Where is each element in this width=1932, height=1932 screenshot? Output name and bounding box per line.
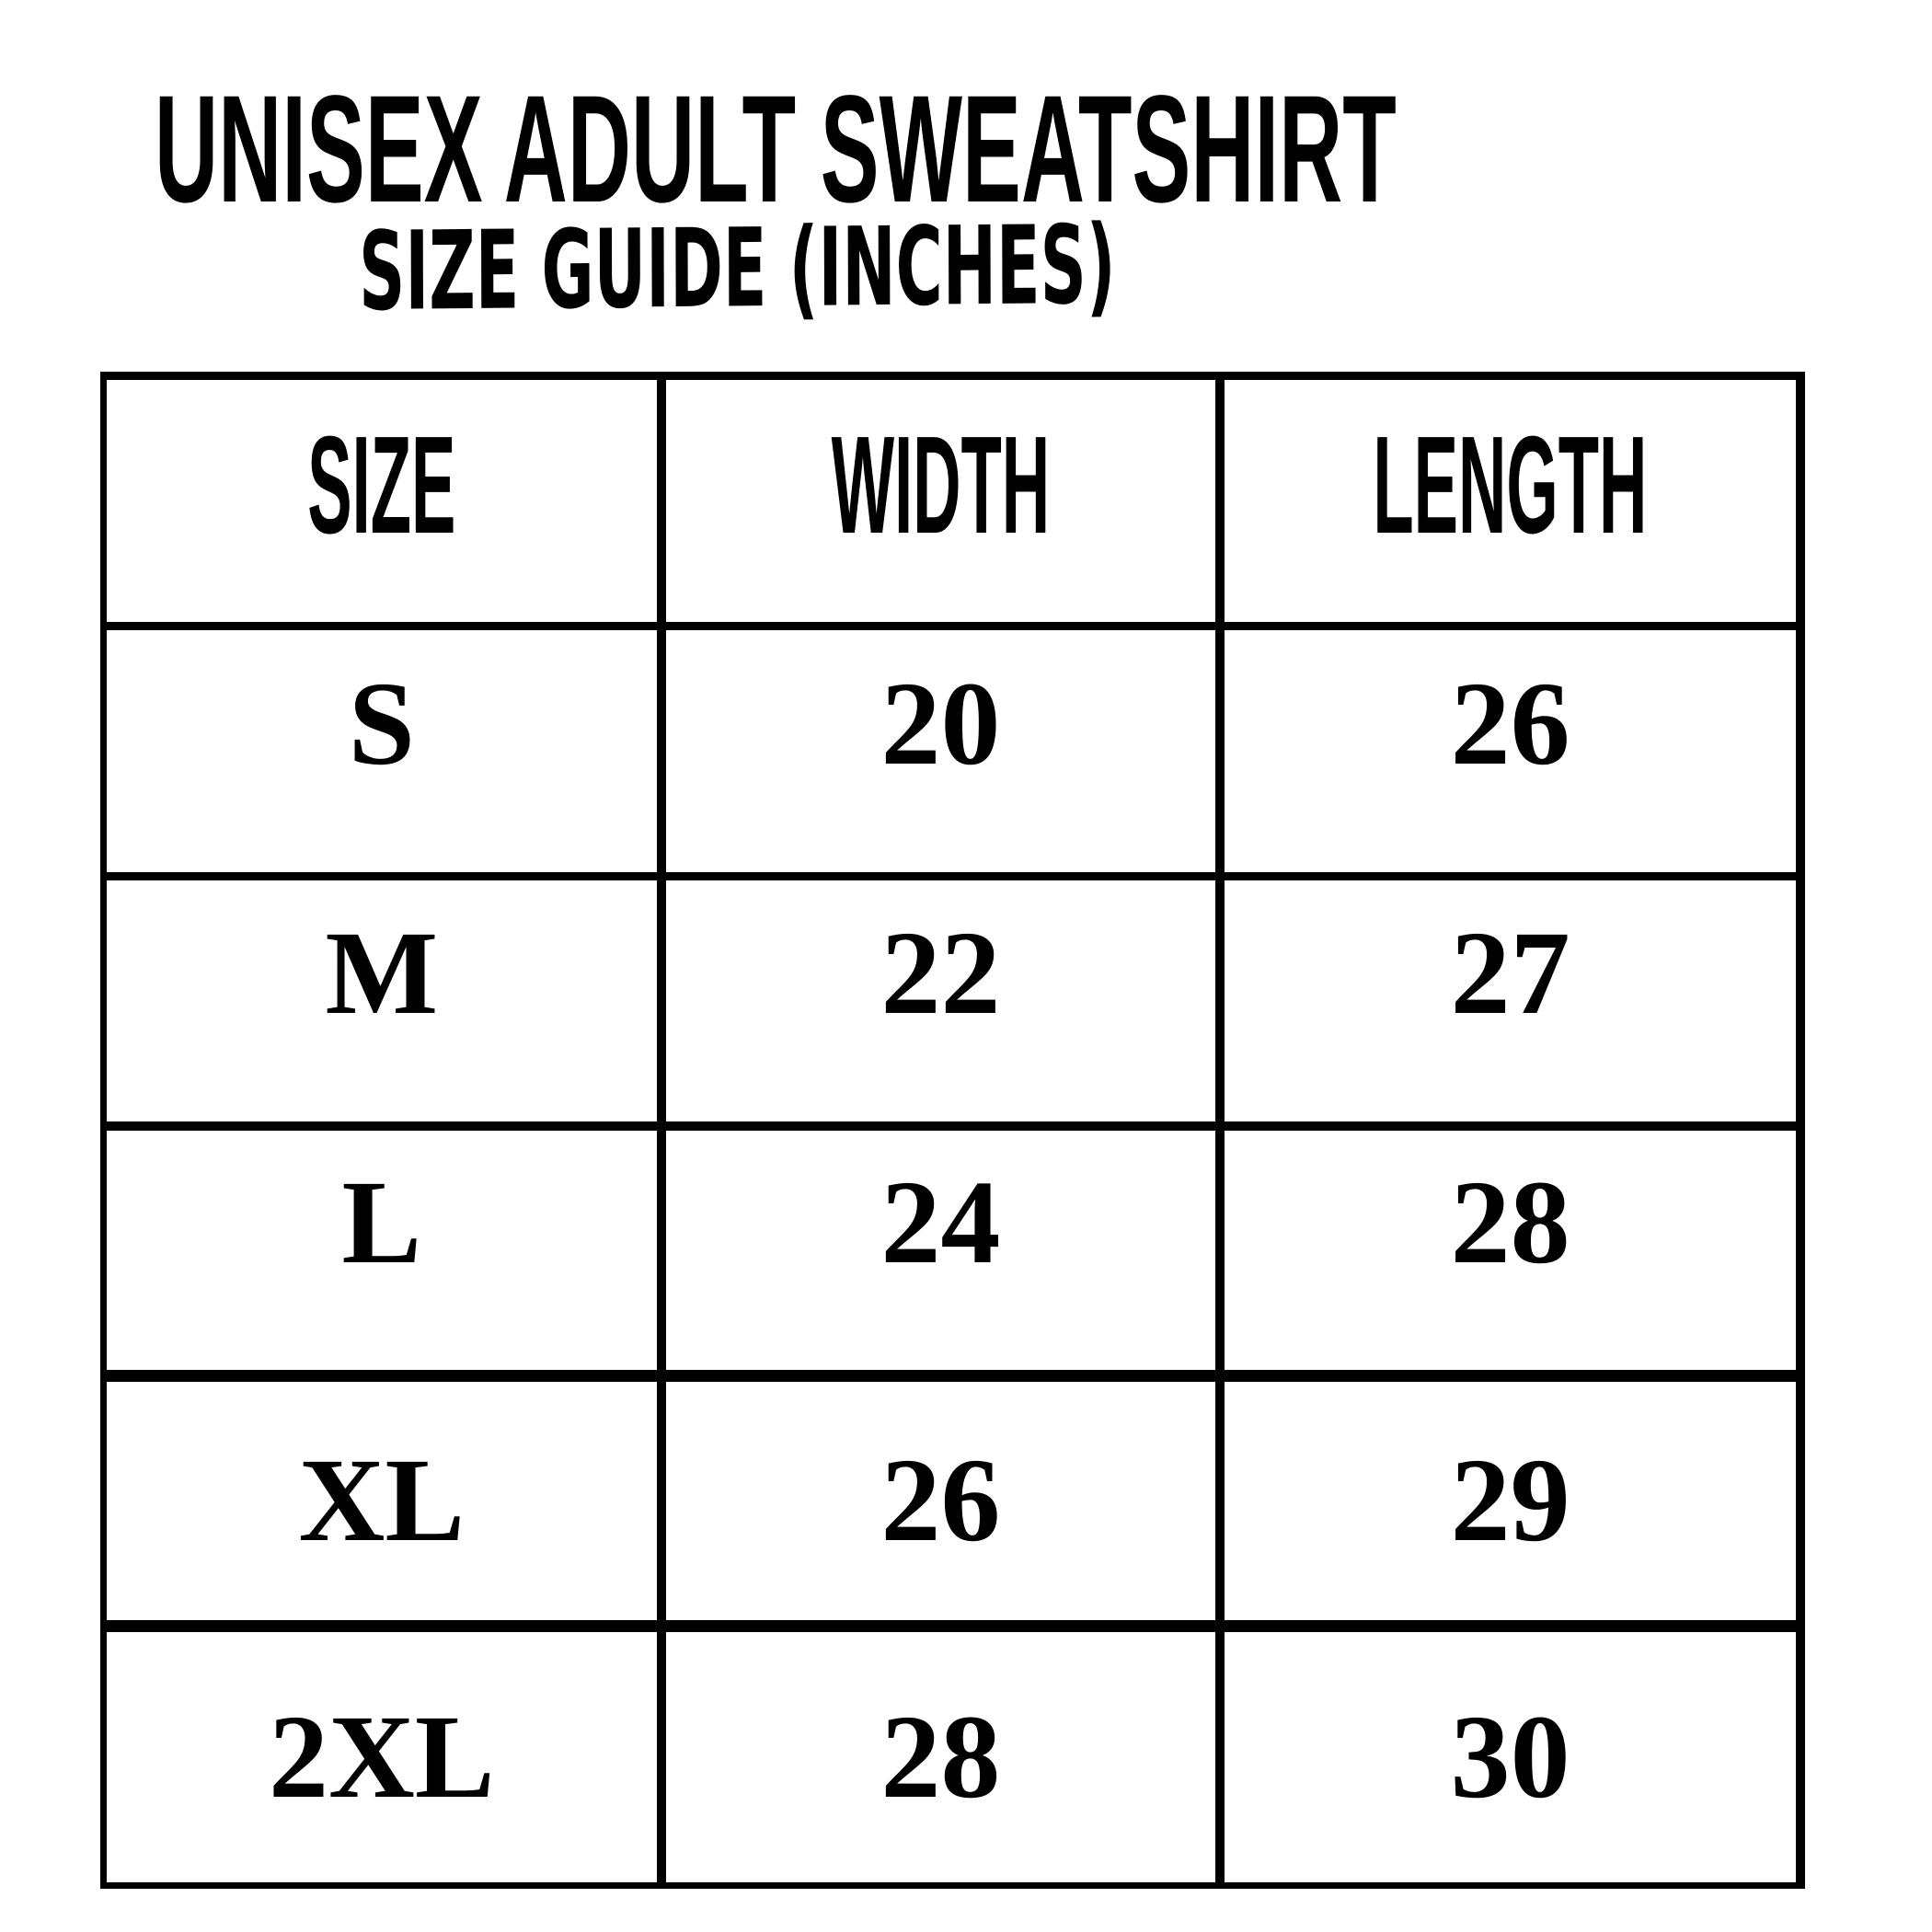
- cell-l-size: L: [107, 1131, 666, 1382]
- page-subtitle: SIZE GUIDE (INCHES): [359, 201, 1641, 335]
- column-header-length: LENGTH: [1225, 380, 1796, 631]
- cell-xl-width: 26: [665, 1381, 1225, 1632]
- cell-xl-size: XL: [107, 1381, 666, 1632]
- column-header-width: WIDTH: [665, 380, 1225, 631]
- cell-2xl-size: 2XL: [107, 1631, 666, 1882]
- page-title-text: UNISEX ADULT SWEATSHIRT: [155, 64, 1397, 235]
- cell-2xl-width: 28: [665, 1631, 1225, 1882]
- cell-s-size: S: [107, 630, 666, 881]
- cell-2xl-length: 30: [1225, 1631, 1796, 1882]
- cell-l-width: 24: [665, 1131, 1225, 1382]
- cell-l-length: 28: [1225, 1131, 1796, 1382]
- cell-s-length: 26: [1225, 630, 1796, 881]
- size-guide-table: SIZE WIDTH LENGTH S 20 26 M 22 27 L: [100, 372, 1805, 1889]
- cell-m-size: M: [107, 880, 666, 1132]
- cell-m-width: 22: [665, 880, 1225, 1132]
- page-subtitle-text: SIZE GUIDE (INCHES): [358, 201, 1116, 335]
- cell-m-length: 27: [1225, 880, 1796, 1132]
- cell-xl-length: 29: [1225, 1381, 1796, 1632]
- cell-s-width: 20: [665, 630, 1225, 881]
- page-title: UNISEX ADULT SWEATSHIRT: [155, 74, 1932, 226]
- column-header-size: SIZE: [107, 380, 666, 631]
